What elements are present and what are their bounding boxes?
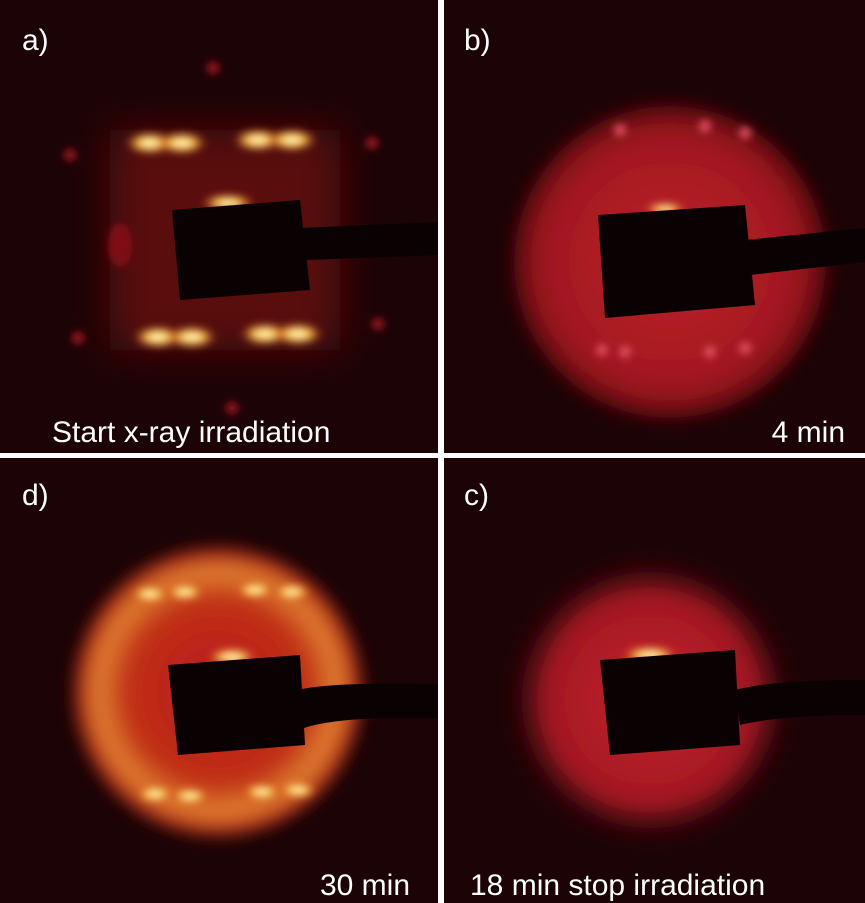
- figure: a) Start x-ray irradiation b) 4 min d) 3…: [0, 0, 865, 903]
- panel-caption: 18 min stop irradiation: [470, 869, 765, 902]
- beamstop: [600, 650, 740, 755]
- panel-caption: 4 min: [772, 416, 845, 449]
- panel-d: d) 30 min: [0, 458, 438, 903]
- beamstop-arm: [300, 222, 438, 260]
- beamstop: [172, 200, 310, 300]
- panel-caption: 30 min: [320, 869, 410, 902]
- panel-label: c): [464, 479, 489, 512]
- panel-label: b): [464, 24, 491, 57]
- panel-label: a): [22, 24, 49, 57]
- panel-c: c) 18 min stop irradiation: [444, 458, 865, 903]
- panel-a: a) Start x-ray irradiation: [0, 0, 438, 453]
- panel-b: b) 4 min: [444, 0, 865, 453]
- beamstop: [598, 205, 755, 318]
- beamstop: [168, 655, 305, 755]
- panel-label: d): [22, 479, 49, 512]
- panel-caption: Start x-ray irradiation: [52, 416, 330, 449]
